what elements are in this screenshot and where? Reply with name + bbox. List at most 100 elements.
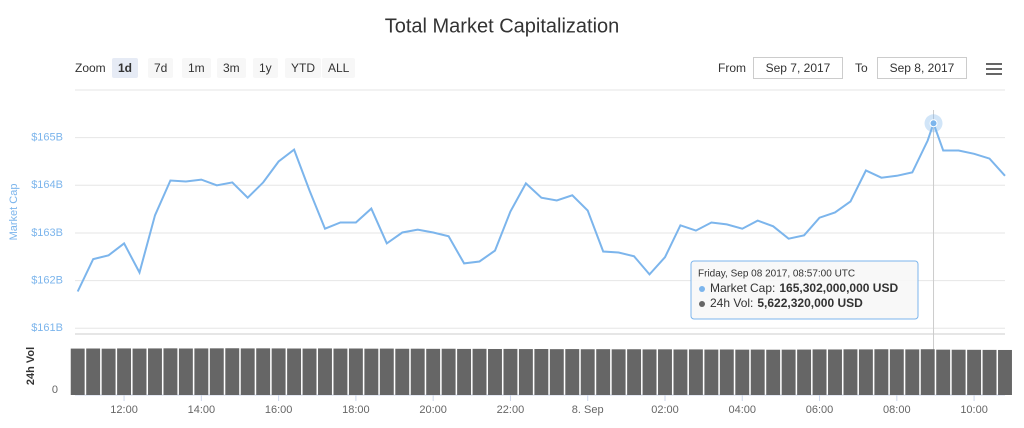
y-tick-label: $163B xyxy=(31,227,63,239)
volume-bar xyxy=(240,348,255,395)
volume-bar xyxy=(998,349,1012,395)
zoom-button[interactable]: YTD xyxy=(285,58,321,78)
from-label: From xyxy=(718,61,746,75)
volume-bar xyxy=(534,348,549,395)
zoom-button[interactable]: ALL xyxy=(322,58,356,78)
zoom-button[interactable]: 3m xyxy=(217,58,246,78)
volume-bar xyxy=(426,348,441,395)
x-tick-label: 06:00 xyxy=(806,404,834,416)
volume-bar xyxy=(797,349,812,395)
x-tick-label: 22:00 xyxy=(497,404,525,416)
x-tick-label: 02:00 xyxy=(651,404,679,416)
volume-bar xyxy=(951,349,966,395)
volume-bar xyxy=(148,348,162,395)
to-input[interactable]: Sep 8, 2017 xyxy=(877,57,967,79)
volume-bar xyxy=(178,348,193,395)
volume-bar xyxy=(858,349,873,395)
volume-bar xyxy=(302,348,317,395)
x-tick-label: 14:00 xyxy=(188,404,216,416)
zoom-button[interactable]: 1y xyxy=(253,58,278,78)
y2-tick-label: 0 xyxy=(52,384,58,396)
volume-bar xyxy=(225,348,240,395)
volume-bar xyxy=(611,349,626,395)
volume-bar xyxy=(673,349,688,395)
y-tick-label: $161B xyxy=(31,322,63,334)
volume-bar xyxy=(86,348,101,395)
x-tick-label: 12:00 xyxy=(110,404,138,416)
to-label: To xyxy=(855,61,868,75)
tooltip-cap-value: 165,302,000,000 USD xyxy=(779,281,898,295)
market-cap-line xyxy=(76,120,1006,292)
y-axis-label: Market Cap xyxy=(8,184,20,241)
volume-bar xyxy=(472,348,487,395)
volume-bar xyxy=(704,349,719,395)
volume-bar xyxy=(828,349,842,395)
volume-bar xyxy=(596,349,611,395)
volume-bar xyxy=(457,348,472,395)
volume-bar xyxy=(781,349,796,395)
volume-bar xyxy=(395,348,410,395)
tooltip: Friday, Sep 08 2017, 08:57:00 UTCMarket … xyxy=(690,260,919,320)
volume-bar xyxy=(256,348,271,395)
tooltip-vol: 24h Vol: 5,622,320,000 USD xyxy=(710,296,863,310)
volume-bar xyxy=(920,349,935,395)
volume-bar xyxy=(580,349,595,395)
volume-bar xyxy=(101,348,116,395)
volume-bar xyxy=(271,348,286,395)
volume-bar xyxy=(627,349,642,395)
volume-bar xyxy=(70,348,85,395)
volume-bar xyxy=(209,348,224,395)
x-tick-label: 08:00 xyxy=(883,404,911,416)
tooltip-vol-value: 5,622,320,000 USD xyxy=(757,296,863,310)
volume-bar xyxy=(982,349,997,395)
volume-bar xyxy=(333,348,348,395)
chart-title: Total Market Capitalization xyxy=(385,15,620,37)
x-tick-label: 8. Sep xyxy=(572,404,604,416)
volume-bar xyxy=(658,349,672,395)
volume-bar xyxy=(766,349,781,395)
x-tick-label: 04:00 xyxy=(729,404,757,416)
x-tick-label: 18:00 xyxy=(342,404,370,416)
volume-bar xyxy=(905,349,920,395)
y2-axis-label: 24h Vol xyxy=(25,347,37,385)
volume-bar xyxy=(503,348,518,395)
tooltip-cap-label: Market Cap: xyxy=(710,281,775,295)
volume-bar xyxy=(549,349,564,395)
menu-icon[interactable] xyxy=(986,63,1002,75)
volume-bar xyxy=(967,349,982,395)
y-tick-label: $164B xyxy=(31,179,63,191)
volume-bar xyxy=(364,348,379,395)
volume-bar xyxy=(194,348,209,395)
volume-bar xyxy=(565,349,580,395)
zoom-button[interactable]: 1d xyxy=(112,58,139,78)
volume-bar xyxy=(379,348,394,395)
volume-bar xyxy=(163,348,178,395)
volume-bar xyxy=(812,349,827,395)
volume-bar xyxy=(287,348,302,395)
volume-bar xyxy=(874,349,889,395)
zoom-label: Zoom xyxy=(75,61,106,75)
x-tick-label: 20:00 xyxy=(419,404,447,416)
volume-bar xyxy=(410,348,425,395)
x-tick-label: 16:00 xyxy=(265,404,293,416)
volume-bar xyxy=(318,348,332,395)
volume-bar xyxy=(688,349,703,395)
hover-point xyxy=(929,119,938,128)
volume-bar xyxy=(750,349,765,395)
volume-bar xyxy=(936,349,951,395)
zoom-button[interactable]: 1m xyxy=(182,58,211,78)
tooltip-box xyxy=(690,260,919,320)
zoom-button[interactable]: 7d xyxy=(148,58,174,78)
volume-bar xyxy=(132,348,147,395)
tooltip-dot xyxy=(699,286,705,292)
volume-bar xyxy=(642,349,657,395)
volume-bar xyxy=(843,349,858,395)
volume-bar xyxy=(441,348,456,395)
volume-bar xyxy=(735,349,750,395)
from-input[interactable]: Sep 7, 2017 xyxy=(753,57,843,79)
volume-bar xyxy=(719,349,734,395)
tooltip-date: Friday, Sep 08 2017, 08:57:00 UTC xyxy=(698,269,855,280)
volume-bar xyxy=(348,348,363,395)
